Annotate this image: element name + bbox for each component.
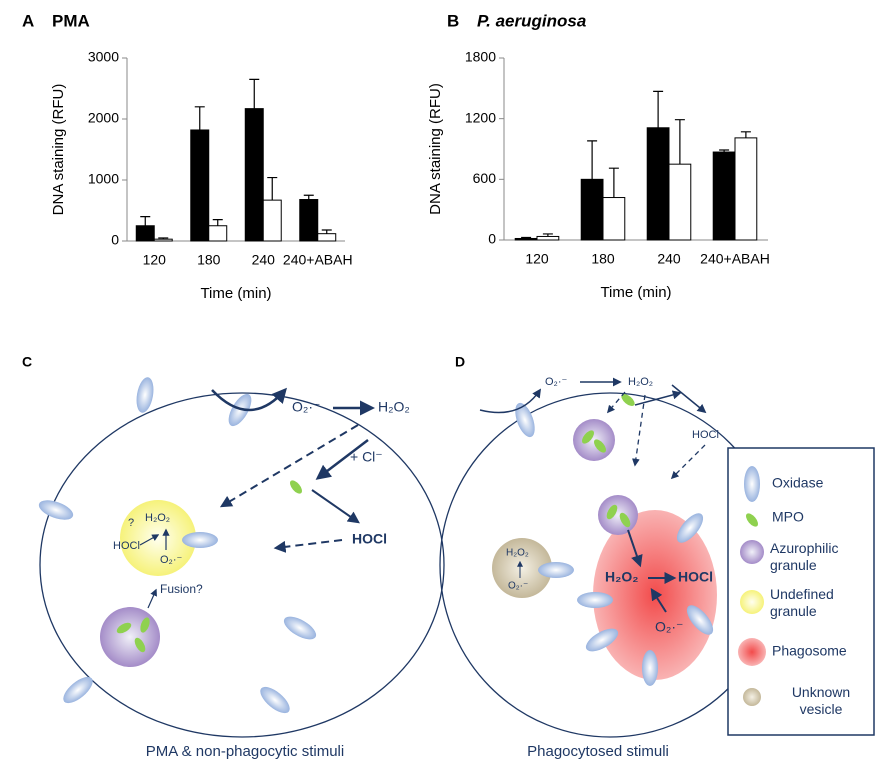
error-bar	[740, 131, 751, 138]
label: HOCl	[692, 429, 719, 441]
legend-text: Undefined granule	[770, 586, 834, 619]
legend-label: Unknown vesicle	[791, 684, 851, 717]
error-bar	[303, 194, 314, 200]
error-bar	[140, 216, 151, 226]
label: H₂O₂	[605, 569, 638, 585]
bar	[646, 127, 670, 241]
error-bar	[719, 149, 730, 153]
cell	[39, 392, 445, 738]
chart-title: P. aeruginosa	[477, 11, 586, 30]
bar	[536, 235, 560, 241]
caption: Phagocytosed stimuli	[527, 743, 669, 760]
legend-label: Phagosome	[772, 643, 847, 659]
bar	[208, 225, 228, 242]
legend-label: MPO	[772, 509, 804, 525]
y-tick-label: 1000	[88, 171, 119, 187]
error-bar	[158, 237, 169, 240]
label: Fusion?	[160, 582, 203, 596]
bar	[602, 197, 626, 241]
y-tick-label: 0	[111, 232, 119, 248]
bar	[668, 163, 692, 241]
bar	[262, 199, 282, 242]
bar	[244, 108, 264, 242]
bar	[734, 137, 758, 241]
error-bar	[653, 90, 664, 128]
x-axis-label: Time (min)	[200, 285, 271, 302]
error-bar	[608, 167, 619, 198]
label: HOCl	[678, 569, 713, 585]
x-tick-label: 240+ABAH	[283, 252, 353, 268]
x-tick-label: 120	[143, 252, 167, 268]
x-tick-label: 240+ABAH	[700, 251, 770, 267]
error-bar	[587, 140, 598, 180]
y-tick-label: 0	[488, 231, 496, 247]
label: O₂·⁻	[508, 581, 528, 592]
panel-label: C	[22, 354, 32, 370]
x-tick-label: 240	[252, 252, 276, 268]
panel-label: D	[455, 354, 465, 370]
label: O₂·⁻	[545, 376, 567, 388]
legend-text: Azurophilic granule	[770, 540, 839, 573]
y-axis-label: DNA staining (RFU)	[50, 84, 67, 216]
legend-label: Oxidase	[772, 475, 824, 491]
label: O₂·⁻	[655, 619, 683, 635]
label: H₂O₂	[378, 399, 410, 415]
x-tick-label: 180	[197, 252, 221, 268]
label: HOCl	[352, 531, 387, 547]
chart-title: PMA	[52, 11, 90, 30]
legend-label: Undefined granule	[770, 586, 834, 619]
error-bar	[321, 229, 332, 234]
bar	[317, 233, 337, 242]
x-tick-label: 240	[657, 251, 681, 267]
bar	[190, 129, 210, 242]
label: O₂·⁻	[292, 399, 320, 415]
y-tick-label: 2000	[88, 110, 119, 126]
y-tick-label: 3000	[88, 49, 119, 65]
error-bar	[267, 176, 278, 201]
caption: PMA & non-phagocytic stimuli	[146, 743, 344, 760]
legend-text: Unknown vesicle	[791, 684, 851, 717]
panel-label: B	[447, 11, 459, 30]
label: H₂O₂	[628, 376, 653, 388]
bar	[153, 238, 173, 242]
label: ?	[128, 517, 134, 529]
y-axis-label: DNA staining (RFU)	[427, 83, 444, 215]
label: H₂O₂	[145, 512, 170, 524]
error-bar	[521, 236, 532, 239]
label: O₂·⁻	[160, 554, 182, 566]
label: H₂O₂	[506, 548, 529, 559]
x-axis-label: Time (min)	[600, 284, 671, 301]
error-bar	[542, 233, 553, 237]
panel-label: A	[22, 11, 34, 30]
diagram-c: C O₂·⁻ H₂O₂ + Cl⁻ HOCl ? H₂O₂ HOCl O₂·⁻ …	[22, 354, 445, 760]
legend-label: Azurophilic granule	[770, 540, 839, 573]
y-tick-label: 1800	[465, 49, 496, 65]
bar	[135, 225, 155, 242]
bar	[580, 178, 604, 241]
bar	[712, 151, 736, 241]
bar	[514, 237, 538, 241]
diagram-d: D O₂·⁻ H₂O₂ HOCl H₂O₂ O₂·⁻ H₂O₂ HOCl	[439, 354, 781, 760]
x-tick-label: 180	[591, 251, 615, 267]
y-tick-label: 1200	[465, 109, 496, 125]
bar	[299, 199, 319, 242]
label: + Cl⁻	[350, 449, 383, 465]
error-bar	[194, 106, 205, 130]
error-bar	[674, 119, 685, 165]
x-tick-label: 120	[525, 251, 549, 267]
error-bar	[249, 78, 260, 109]
error-bar	[212, 219, 223, 226]
label: HOCl	[113, 540, 140, 552]
legend: Oxidase MPO Azurophilic granule Undefine…	[727, 447, 875, 736]
y-tick-label: 600	[473, 170, 497, 186]
